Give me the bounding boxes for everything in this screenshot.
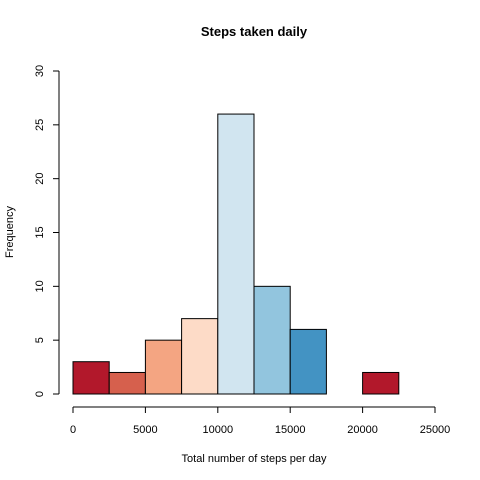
x-axis-label: Total number of steps per day <box>182 453 327 465</box>
y-tick-label: 15 <box>34 226 46 238</box>
y-tick-label: 25 <box>34 119 46 131</box>
bars-group <box>72 113 400 395</box>
x-tick-label: 25000 <box>420 424 451 436</box>
y-tick-label: 5 <box>34 337 46 343</box>
chart-title: Steps taken daily <box>201 24 308 39</box>
bar-bin-1 <box>72 361 110 395</box>
y-axis-label: Frequency <box>4 206 16 258</box>
y-tick-label: 30 <box>34 65 46 77</box>
y-tick-label: 20 <box>34 173 46 185</box>
x-tick-label: 5000 <box>133 424 157 436</box>
bar-bin-6 <box>253 285 291 395</box>
x-axis: 0 5000 10000 15000 20000 25000 <box>70 406 451 436</box>
x-tick-label: 10000 <box>203 424 234 436</box>
x-tick-label: 20000 <box>347 424 378 436</box>
x-tick-label: 15000 <box>275 424 306 436</box>
y-tick-label: 10 <box>34 280 46 292</box>
bar-bin-3 <box>144 339 183 395</box>
y-axis: 0 5 10 15 20 25 30 <box>34 65 60 397</box>
x-tick-label: 0 <box>70 424 76 436</box>
bar-bin-2 <box>108 371 146 395</box>
bar-bin-4 <box>181 318 219 395</box>
y-tick-label: 0 <box>34 391 46 397</box>
bar-bin-9 <box>362 371 400 395</box>
bar-bin-5 <box>217 113 255 395</box>
bar-bin-7 <box>289 328 327 395</box>
